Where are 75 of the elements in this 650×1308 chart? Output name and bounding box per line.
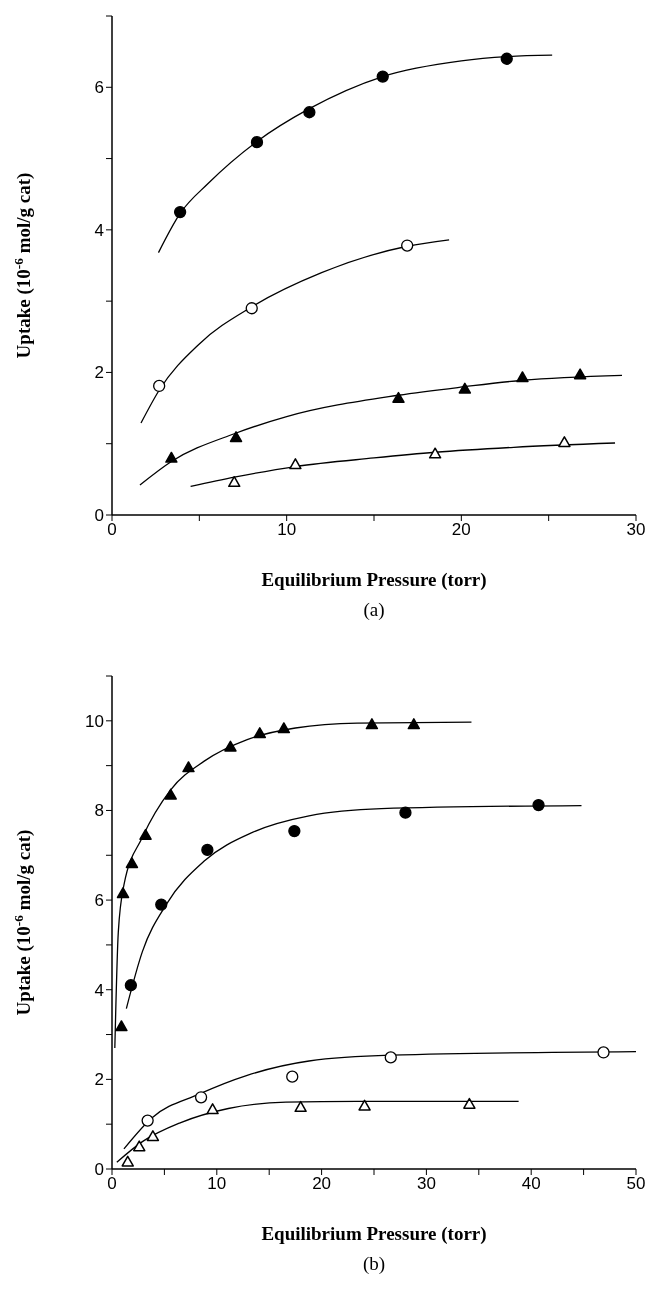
y-tick-label: 4 (94, 980, 104, 1000)
x-tick-label: 30 (416, 1174, 436, 1194)
point (428, 447, 442, 459)
x-axis-title: Equilibrium Pressure (torr) (260, 569, 488, 591)
x-tick-label: 40 (521, 1174, 541, 1194)
point (164, 788, 177, 800)
point (558, 436, 571, 448)
point (401, 239, 414, 252)
point (463, 1097, 476, 1109)
y-tick-label: 10 (85, 711, 104, 731)
x-axis-title: Equilibrium Pressure (torr) (260, 1223, 488, 1245)
point (245, 302, 258, 315)
point (277, 722, 291, 734)
y-tick-label: 0 (94, 1160, 104, 1180)
point (194, 1091, 208, 1104)
line-series (116, 1100, 520, 1163)
point (125, 857, 139, 869)
y-tick-label: 6 (94, 891, 104, 911)
y-tick-label: 8 (94, 801, 104, 821)
text: (a) (362, 599, 386, 621)
x-tick-label: 30 (626, 520, 646, 540)
point (532, 798, 545, 812)
point (458, 382, 472, 394)
text: (b) (361, 1253, 387, 1275)
point (146, 1130, 160, 1142)
point (116, 887, 130, 899)
point (139, 828, 152, 840)
x-tick-label: 10 (207, 1174, 227, 1194)
point (500, 52, 513, 65)
point (115, 1020, 128, 1032)
x-tick-label: 20 (312, 1174, 332, 1194)
point (182, 761, 195, 773)
point (228, 475, 241, 488)
point (597, 1046, 610, 1059)
y-tick-label: 6 (94, 78, 104, 98)
point (253, 727, 267, 739)
point (376, 70, 389, 83)
point (173, 205, 187, 219)
point (407, 718, 421, 730)
point (155, 898, 168, 911)
line-series (157, 54, 553, 254)
point (516, 371, 529, 383)
point (141, 1114, 154, 1127)
point (201, 843, 214, 857)
point (124, 979, 138, 992)
point (392, 391, 405, 403)
point (288, 824, 301, 838)
point (289, 458, 302, 470)
y-tick-label: 0 (94, 506, 104, 526)
point (358, 1099, 371, 1111)
point (224, 740, 237, 752)
point (153, 379, 166, 393)
x-tick-label: 10 (277, 520, 297, 540)
point (250, 136, 264, 149)
point (133, 1140, 146, 1152)
point (165, 451, 178, 463)
point (399, 806, 412, 819)
point (365, 718, 379, 730)
point (573, 368, 587, 380)
line-series (123, 1050, 636, 1150)
y-tick-label: 2 (94, 1070, 104, 1090)
y-tick-label: 2 (94, 363, 104, 383)
point (286, 1070, 299, 1083)
x-tick-label: 0 (107, 1174, 117, 1194)
line-series (140, 239, 450, 424)
point (121, 1155, 134, 1167)
point (229, 431, 243, 443)
point (384, 1051, 397, 1064)
point (294, 1100, 307, 1113)
x-tick-label: 50 (626, 1174, 646, 1194)
point (303, 106, 316, 119)
y-tick-label: 4 (94, 220, 104, 240)
x-tick-label: 0 (107, 520, 117, 540)
x-tick-label: 20 (451, 520, 471, 540)
point (206, 1103, 219, 1115)
